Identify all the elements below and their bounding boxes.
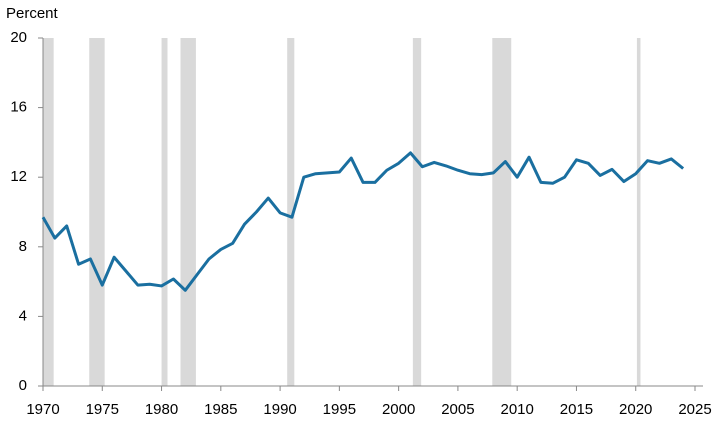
recession-band [180, 38, 196, 386]
x-tick-label: 2000 [382, 401, 415, 418]
y-tick-label: 16 [10, 99, 27, 116]
x-tick-label: 1975 [86, 401, 119, 418]
x-tick-label: 2020 [619, 401, 652, 418]
recession-band [43, 38, 54, 386]
y-tick-label: 4 [19, 307, 27, 324]
x-tick-label: 1985 [204, 401, 237, 418]
x-tick-label: 1995 [323, 401, 356, 418]
x-tick-label: 2005 [441, 401, 474, 418]
recession-band [636, 38, 641, 386]
x-tick-label: 2025 [678, 401, 711, 418]
x-tick-label: 1990 [263, 401, 296, 418]
x-tick-label: 1980 [145, 401, 178, 418]
x-tick-label: 1970 [26, 401, 59, 418]
recession-band [287, 38, 295, 386]
recession-band [161, 38, 168, 386]
x-tick-label: 2015 [560, 401, 593, 418]
y-tick-label: 20 [10, 29, 27, 46]
recession-band [492, 38, 512, 386]
y-tick-label: 0 [19, 377, 27, 394]
data-line [41, 151, 685, 292]
recession-band [412, 38, 422, 386]
y-tick-label: 8 [19, 238, 27, 255]
y-axis-label: Percent [6, 5, 59, 22]
x-tick-label: 2010 [500, 401, 533, 418]
y-tick-label: 12 [10, 168, 27, 185]
recession-band [89, 38, 105, 386]
